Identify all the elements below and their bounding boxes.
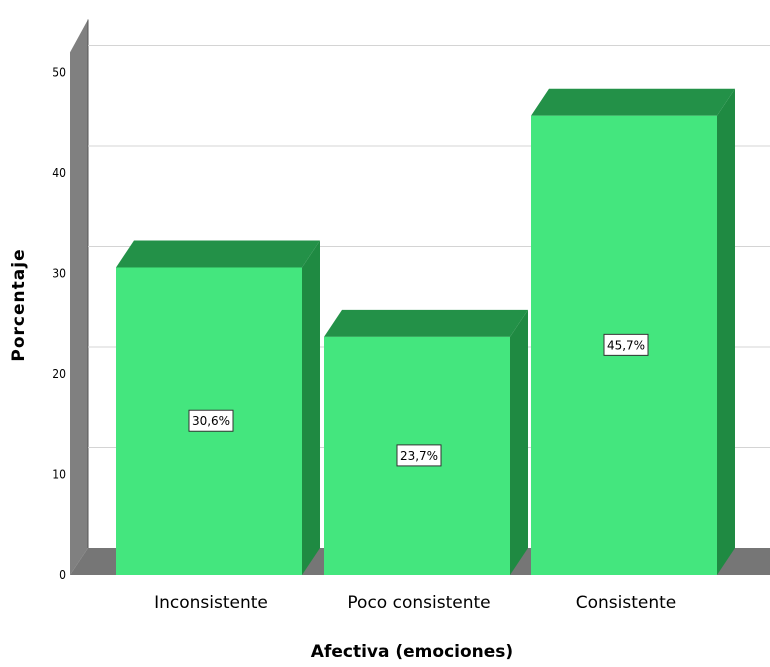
bar (531, 88, 735, 575)
bar-side (510, 309, 528, 575)
data-label-text: 30,6% (192, 414, 230, 428)
y-tick-label: 10 (52, 468, 66, 482)
y-tick-label: 50 (52, 66, 66, 80)
bar (116, 240, 320, 575)
x-tick-label: Poco consistente (347, 593, 490, 613)
data-label-box (188, 409, 234, 432)
left-wall (70, 19, 88, 575)
y-tick-label: 20 (52, 367, 66, 381)
bar-top (531, 88, 735, 116)
y-tick-label: 40 (52, 166, 66, 180)
data-label-text: 45,7% (607, 338, 645, 352)
x-tick-label: Inconsistente (154, 593, 268, 613)
x-axis-title: Afectiva (emociones) (311, 642, 513, 662)
y-tick-label: 0 (59, 568, 66, 582)
data-label-box (396, 444, 442, 467)
bar (324, 309, 528, 575)
bar-top (116, 240, 320, 268)
y-axis-title: Porcentaje (9, 248, 29, 361)
data-label: 23,7% (396, 444, 442, 467)
bar-side (717, 88, 735, 575)
data-label: 30,6% (188, 409, 234, 432)
bar-side (302, 240, 320, 575)
data-label-text: 23,7% (400, 449, 438, 463)
x-tick-label: Consistente (576, 593, 677, 613)
y-tick-label: 30 (52, 267, 66, 281)
data-label: 45,7% (603, 333, 649, 356)
bar-top (324, 309, 528, 337)
data-label-box (603, 333, 649, 356)
